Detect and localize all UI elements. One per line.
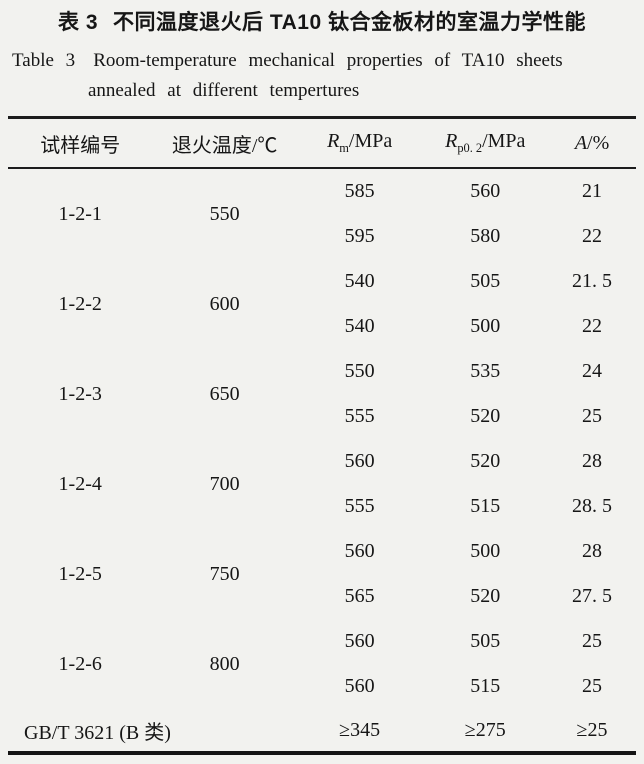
col-header-rp02: Rp0. 2/MPa bbox=[422, 117, 549, 169]
table-row: 1-2-6 800 560 505 25 bbox=[8, 619, 636, 675]
rm-value: 555 bbox=[344, 495, 375, 517]
rp02-unit: /MPa bbox=[482, 130, 526, 152]
table-row: 555 515 28. 5 bbox=[8, 484, 636, 529]
standard-label: GB/T 3621 (B 类) bbox=[24, 721, 171, 744]
elongation-value: 21 bbox=[582, 180, 603, 202]
col-header-temperature: 退火温度/℃ bbox=[152, 117, 297, 169]
table-row: 595 580 22 bbox=[8, 214, 636, 259]
rm-value: 540 bbox=[344, 270, 375, 292]
elongation-value: 25 bbox=[582, 405, 603, 427]
rp02-value: 515 bbox=[470, 495, 501, 517]
caption-line-2: annealed at different tempertures bbox=[88, 80, 360, 101]
rm-value: 560 bbox=[344, 540, 375, 562]
elongation-value: 25 bbox=[582, 630, 603, 652]
rp02-symbol: R bbox=[445, 130, 458, 152]
rm-unit: /MPa bbox=[348, 130, 393, 152]
sample-id: 1-2-2 bbox=[58, 292, 102, 315]
col-header-elongation: A/% bbox=[548, 117, 636, 169]
table-row: 1-2-1 550 585 560 21 bbox=[8, 168, 636, 225]
rp02-value: 515 bbox=[470, 675, 501, 697]
table-row: 555 520 25 bbox=[8, 394, 636, 439]
col-header-sample: 试样编号 bbox=[8, 117, 153, 169]
col-header-rm: Rm/MPa bbox=[296, 117, 423, 169]
caption-line-1: Table 3 Room-temperature mechanical prope… bbox=[0, 46, 644, 76]
table-title-zh: 表 3 不同温度退火后 TA10 钛合金板材的室温力学性能 bbox=[0, 8, 644, 38]
table-row: 1-2-3 650 550 535 24 bbox=[8, 349, 636, 405]
table-row: 560 515 25 bbox=[8, 664, 636, 709]
rm-value: 540 bbox=[344, 315, 375, 337]
rp02-value: 580 bbox=[470, 225, 501, 247]
sample-id: 1-2-4 bbox=[58, 472, 102, 495]
table-number-en: Table 3 bbox=[12, 50, 76, 71]
rm-value: 555 bbox=[344, 405, 375, 427]
table-number-zh: 表 3 bbox=[58, 11, 99, 34]
caption-text-1: Room-temperature mechanical properties o… bbox=[93, 50, 563, 71]
rp02-value: 500 bbox=[470, 315, 501, 337]
rp02-value: 520 bbox=[470, 585, 501, 607]
rm-value: 565 bbox=[344, 585, 375, 607]
standard-reference-row: GB/T 3621 (B 类) ≥345 ≥275 ≥25 bbox=[8, 709, 636, 753]
elongation-value: 28. 5 bbox=[572, 495, 613, 517]
rm-value: 595 bbox=[344, 225, 375, 247]
elongation-value: 28 bbox=[582, 450, 603, 472]
elongation-value: 28 bbox=[582, 540, 603, 562]
table-row: 565 520 27. 5 bbox=[8, 574, 636, 619]
sample-id: 1-2-6 bbox=[58, 652, 102, 675]
rp02-value: 520 bbox=[470, 405, 501, 427]
elongation-min-value: ≥25 bbox=[576, 718, 608, 741]
elongation-value: 25 bbox=[582, 675, 603, 697]
sample-id: 1-2-5 bbox=[58, 562, 102, 585]
annealing-temperature: 800 bbox=[209, 652, 240, 675]
elongation-symbol: A bbox=[574, 131, 588, 154]
mechanical-properties-table: 试样编号 退火温度/℃ Rm/MPa Rp0. 2/MPa A/% 1-2-1 … bbox=[8, 116, 636, 755]
annealing-temperature: 700 bbox=[209, 472, 240, 495]
table-row: 1-2-2 600 540 505 21. 5 bbox=[8, 259, 636, 315]
table-row: 1-2-4 700 560 520 28 bbox=[8, 439, 636, 495]
table-row: 1-2-5 750 560 500 28 bbox=[8, 529, 636, 585]
annealing-temperature: 750 bbox=[209, 562, 240, 585]
table-body: 1-2-1 550 585 560 21 595 580 22 1-2-2 60… bbox=[8, 168, 636, 753]
sample-id: 1-2-3 bbox=[58, 382, 102, 405]
rm-value: 560 bbox=[344, 675, 375, 697]
elongation-unit: /% bbox=[587, 131, 610, 154]
elongation-value: 22 bbox=[582, 315, 603, 337]
rm-symbol: R bbox=[327, 130, 340, 152]
table-caption-en: Table 3 Room-temperature mechanical prope… bbox=[0, 46, 644, 106]
rp02-value: 505 bbox=[470, 630, 501, 652]
annealing-temperature: 550 bbox=[209, 202, 240, 225]
annealing-temperature: 600 bbox=[209, 292, 240, 315]
rm-value: 585 bbox=[344, 180, 375, 202]
rp02-subscript: p0. 2 bbox=[457, 141, 483, 155]
rm-value: 550 bbox=[344, 360, 375, 382]
rm-value: 560 bbox=[344, 450, 375, 472]
rp02-min-value: ≥275 bbox=[464, 718, 506, 741]
elongation-value: 21. 5 bbox=[572, 270, 613, 292]
rm-subscript: m bbox=[339, 141, 349, 155]
header-row: 试样编号 退火温度/℃ Rm/MPa Rp0. 2/MPa A/% bbox=[8, 117, 636, 169]
elongation-value: 24 bbox=[582, 360, 603, 382]
rp02-value: 500 bbox=[470, 540, 501, 562]
table-row: 540 500 22 bbox=[8, 304, 636, 349]
table-title-zh-text: 不同温度退火后 TA10 钛合金板材的室温力学性能 bbox=[113, 11, 586, 34]
elongation-value: 27. 5 bbox=[572, 585, 613, 607]
rp02-value: 560 bbox=[470, 180, 501, 202]
rp02-value: 520 bbox=[470, 450, 501, 472]
annealing-temperature: 650 bbox=[209, 382, 240, 405]
rp02-value: 505 bbox=[470, 270, 501, 292]
rm-min-value: ≥345 bbox=[339, 718, 381, 741]
rm-value: 560 bbox=[344, 630, 375, 652]
elongation-value: 22 bbox=[582, 225, 603, 247]
sample-id: 1-2-1 bbox=[58, 202, 102, 225]
rp02-value: 535 bbox=[470, 360, 501, 382]
table-header: 试样编号 退火温度/℃ Rm/MPa Rp0. 2/MPa A/% bbox=[8, 117, 636, 169]
